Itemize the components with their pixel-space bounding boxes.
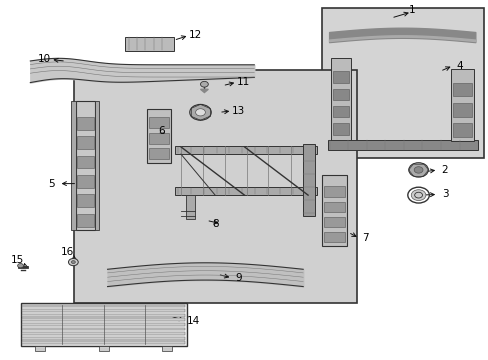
Bar: [22, 305, 184, 307]
Bar: [303, 144, 315, 216]
Bar: [76, 101, 95, 230]
Text: 2: 2: [441, 165, 447, 175]
Text: 8: 8: [211, 219, 218, 229]
Bar: [148, 117, 169, 128]
Bar: [77, 194, 94, 207]
Circle shape: [408, 163, 427, 177]
Bar: [162, 346, 172, 351]
Bar: [323, 232, 345, 242]
Bar: [323, 217, 345, 227]
Text: 5: 5: [48, 179, 55, 189]
Bar: [321, 8, 483, 158]
Circle shape: [18, 264, 23, 268]
Bar: [22, 332, 184, 335]
Bar: [452, 83, 471, 96]
Text: 12: 12: [188, 30, 202, 40]
Bar: [22, 341, 184, 344]
Text: 3: 3: [441, 189, 447, 199]
Text: 1: 1: [407, 5, 414, 15]
Circle shape: [71, 261, 75, 264]
Bar: [321, 175, 346, 246]
Bar: [71, 101, 76, 230]
Bar: [35, 346, 45, 351]
Circle shape: [413, 167, 422, 173]
Bar: [148, 133, 169, 144]
Bar: [146, 109, 171, 163]
Polygon shape: [200, 89, 208, 93]
Bar: [148, 148, 169, 159]
Text: 9: 9: [235, 273, 242, 283]
Bar: [95, 101, 99, 230]
Bar: [323, 186, 345, 197]
Circle shape: [189, 104, 211, 120]
Circle shape: [200, 81, 208, 87]
Bar: [332, 106, 348, 117]
Bar: [77, 175, 94, 188]
Text: 7: 7: [362, 233, 368, 243]
Bar: [74, 70, 356, 303]
Bar: [452, 123, 471, 137]
Bar: [332, 71, 348, 83]
Bar: [77, 214, 94, 227]
Bar: [22, 318, 184, 321]
Bar: [327, 140, 477, 150]
Bar: [22, 323, 184, 326]
Bar: [323, 202, 345, 212]
Bar: [22, 314, 184, 317]
Bar: [99, 346, 108, 351]
Bar: [452, 103, 471, 117]
Bar: [330, 58, 350, 141]
Bar: [175, 187, 316, 195]
Bar: [175, 146, 316, 154]
Bar: [450, 69, 473, 141]
Bar: [332, 89, 348, 100]
Text: 6: 6: [158, 126, 164, 136]
Bar: [22, 337, 184, 339]
Bar: [185, 195, 194, 219]
Bar: [124, 37, 173, 51]
Text: 16: 16: [61, 247, 74, 257]
Bar: [77, 156, 94, 168]
Bar: [332, 123, 348, 135]
Text: 4: 4: [455, 60, 462, 71]
Text: 10: 10: [38, 54, 50, 64]
Circle shape: [410, 190, 425, 201]
Bar: [22, 309, 184, 312]
Circle shape: [195, 109, 205, 116]
Circle shape: [68, 258, 78, 266]
Bar: [20, 303, 186, 346]
Text: 11: 11: [236, 77, 250, 87]
Text: 14: 14: [186, 316, 200, 326]
Text: 13: 13: [231, 106, 245, 116]
Text: 15: 15: [10, 255, 24, 265]
Bar: [77, 136, 94, 149]
Bar: [77, 117, 94, 130]
Bar: [22, 328, 184, 330]
